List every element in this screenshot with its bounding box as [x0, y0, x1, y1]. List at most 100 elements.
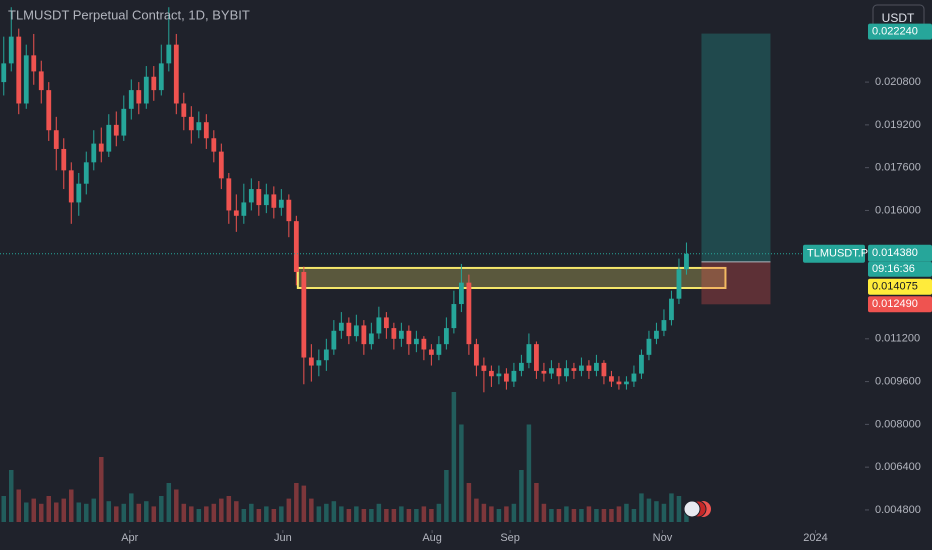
volume-bar	[571, 509, 577, 522]
candle-body	[271, 194, 277, 208]
candle-body	[549, 368, 554, 374]
volume-bar	[444, 470, 449, 522]
candle-body	[8, 36, 14, 64]
volume-bar	[646, 498, 652, 522]
candle-body	[421, 338, 427, 350]
volume-bar	[241, 509, 247, 522]
candle-body	[98, 143, 104, 152]
candle-body	[278, 199, 284, 208]
volume-bar	[549, 509, 554, 522]
volume-bar	[264, 506, 269, 522]
volume-bar	[129, 493, 134, 522]
volume-bar	[534, 483, 539, 522]
volume-bar	[556, 509, 562, 522]
candle-body	[233, 210, 239, 216]
volume-bar	[39, 503, 44, 522]
volume-bar	[271, 509, 277, 522]
currency-label[interactable]: USDT	[882, 11, 915, 25]
volume-bar	[9, 470, 14, 522]
candle-body	[203, 122, 209, 139]
volume-bar	[91, 498, 97, 522]
candle-body	[46, 90, 52, 131]
candle-body	[151, 76, 157, 91]
flag-icons	[683, 500, 711, 518]
volume-bar	[114, 506, 119, 522]
candle-body	[361, 325, 367, 345]
volume-bar	[399, 506, 404, 522]
candle-body	[579, 365, 584, 371]
candle-body	[564, 368, 569, 377]
candle-body	[166, 44, 172, 64]
candle-body	[113, 124, 119, 136]
candle-body	[646, 338, 652, 355]
candle-body	[1, 63, 7, 83]
candle-body	[158, 63, 164, 91]
support-zone	[296, 266, 727, 289]
volume-bar	[324, 503, 329, 522]
x-tick-label: Aug	[422, 532, 442, 544]
event-icon	[683, 500, 701, 518]
volume-bar	[331, 501, 337, 522]
last-price-label-bg	[868, 244, 932, 262]
volume-bar	[661, 503, 667, 522]
volume-bar	[84, 503, 89, 522]
candle-body	[466, 282, 472, 345]
y-tick-label: 0.006400	[875, 461, 921, 473]
volume-bar	[481, 503, 487, 522]
volume-bar	[384, 509, 389, 522]
candle-body	[631, 373, 637, 382]
volume-bar	[346, 509, 352, 522]
target-label-bg	[868, 23, 932, 40]
volume-bar	[181, 503, 187, 522]
volume-bar	[429, 509, 434, 522]
volume-bar	[376, 503, 382, 522]
last-price-label: 0.014380	[872, 247, 918, 259]
volume-bar	[541, 503, 547, 522]
x-tick-label: Apr	[121, 532, 138, 544]
volume-bar	[204, 506, 209, 522]
candle-body	[53, 130, 59, 149]
candle-body	[556, 368, 562, 377]
volume-bar	[504, 506, 509, 522]
candle-body	[241, 202, 247, 216]
candle-body	[121, 108, 127, 136]
y-tick-label: 0.020800	[875, 76, 921, 88]
candle-body	[541, 370, 547, 374]
y-tick-label: 0.019200	[875, 119, 921, 131]
candle-body	[23, 55, 29, 104]
candle-body	[654, 330, 659, 339]
volume-bar	[234, 501, 239, 522]
volume-bar	[436, 503, 442, 522]
candle-body	[76, 183, 82, 203]
candle-body	[188, 116, 194, 131]
candle-body	[353, 325, 359, 337]
y-tick-label: 0.016000	[875, 204, 921, 216]
volume-bar	[24, 502, 29, 522]
candle-body	[586, 365, 592, 371]
volume-bar	[639, 493, 644, 522]
candle-body	[368, 333, 374, 345]
y-tick-label: 0.004800	[875, 504, 921, 516]
candle-body	[488, 370, 494, 377]
target-area	[701, 33, 771, 262]
candle-body	[331, 330, 337, 350]
candle-body	[601, 362, 607, 377]
candle-body	[406, 330, 412, 345]
candle-body	[519, 362, 524, 371]
y-tick-label: 0.011200	[875, 333, 920, 345]
candle-body	[609, 376, 614, 382]
volume-bar	[151, 506, 157, 522]
candle-body	[451, 304, 457, 329]
volume-bar	[654, 501, 659, 522]
volume-bar	[339, 506, 344, 522]
countdown-label-bg	[868, 261, 932, 277]
volume-bar	[219, 498, 224, 522]
volume-bar	[669, 493, 674, 522]
volume-bar	[609, 509, 614, 522]
volume-bar	[286, 498, 292, 522]
volume-bar	[474, 498, 479, 522]
candle-body	[61, 148, 67, 171]
volume-bar	[121, 503, 127, 522]
